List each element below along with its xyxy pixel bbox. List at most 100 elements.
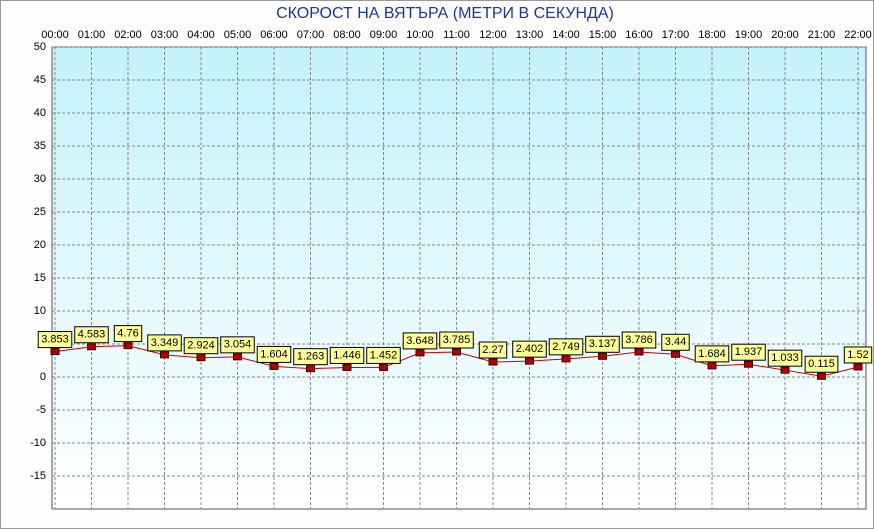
y-tick-label: -5 [36, 404, 46, 416]
label-box [585, 335, 620, 353]
y-tick-label: 45 [34, 74, 46, 86]
label-box [694, 345, 730, 363]
data-point [707, 362, 717, 370]
y-tick-label: 35 [34, 140, 46, 152]
data-point [123, 342, 133, 350]
value-label: 1.452 [370, 349, 398, 361]
value-label: 3.44 [665, 336, 686, 348]
data-point [415, 349, 425, 357]
data-point [196, 354, 206, 362]
label-box [74, 326, 109, 344]
value-label: 1.033 [771, 352, 799, 364]
label-box [366, 346, 401, 364]
value-label: 3.786 [625, 334, 653, 346]
data-point [488, 358, 498, 366]
data-point [160, 351, 169, 359]
y-tick-label: -15 [30, 470, 46, 482]
label-box [804, 355, 839, 373]
x-tick-label: 11:00 [443, 29, 470, 41]
value-label: 0.115 [808, 358, 835, 370]
data-point [744, 360, 753, 368]
value-label: 1.937 [735, 346, 763, 358]
label-box [478, 341, 508, 359]
value-label: 1.52 [847, 349, 868, 361]
x-tick-label: 06:00 [260, 29, 288, 41]
data-point [634, 348, 644, 356]
y-tick-label: 15 [34, 272, 46, 284]
x-tick-label: 12:00 [479, 29, 507, 41]
y-tick-label: -10 [30, 437, 46, 449]
value-label: 2.402 [516, 343, 544, 355]
value-label: 3.054 [224, 339, 252, 351]
x-tick-label: 08:00 [333, 29, 361, 41]
data-point [671, 350, 680, 358]
value-label: 1.446 [333, 349, 361, 361]
label-box [767, 349, 803, 367]
y-tick-label: 40 [34, 107, 46, 119]
value-label: 3.648 [406, 335, 434, 347]
data-point [379, 363, 388, 371]
data-point [780, 366, 790, 374]
x-tick-label: 15:00 [589, 29, 617, 41]
label-box [843, 346, 873, 364]
x-tick-label: 10:00 [406, 29, 434, 41]
y-tick-label: 10 [34, 305, 46, 317]
x-tick-label: 22:00 [844, 29, 872, 41]
data-point [342, 363, 352, 371]
label-box [113, 325, 143, 343]
x-tick-label: 18:00 [698, 29, 726, 41]
label-box [37, 331, 73, 349]
y-tick-label: 0 [40, 371, 46, 383]
x-tick-label: 04:00 [187, 29, 215, 41]
data-point [452, 348, 461, 356]
x-tick-label: 14:00 [552, 29, 580, 41]
label-box [512, 340, 547, 358]
x-tick-label: 03:00 [151, 29, 179, 41]
value-label: 2.924 [187, 340, 215, 352]
x-tick-label: 19:00 [735, 29, 763, 41]
label-box [147, 334, 182, 352]
data-point [50, 348, 60, 356]
label-box [293, 348, 328, 366]
value-label: 2.27 [482, 344, 503, 356]
label-box [439, 331, 474, 349]
label-box [661, 333, 690, 351]
x-tick-label: 07:00 [297, 29, 325, 41]
label-box [220, 336, 255, 354]
x-tick-label: 20:00 [771, 29, 799, 41]
value-label: 2.749 [552, 341, 580, 353]
label-box [402, 332, 438, 350]
y-tick-label: 20 [34, 239, 46, 251]
value-label: 3.349 [151, 337, 179, 349]
data-point [853, 363, 863, 371]
label-box [329, 346, 365, 364]
data-point [233, 353, 242, 361]
data-point [269, 362, 279, 370]
x-tick-label: 16:00 [625, 29, 653, 41]
y-tick-label: 25 [34, 206, 46, 218]
x-tick-label: 21:00 [808, 29, 836, 41]
x-tick-label: 01:00 [78, 29, 106, 41]
value-label: 1.263 [297, 351, 325, 363]
data-point [817, 372, 826, 380]
y-tick-label: 50 [34, 41, 46, 53]
x-tick-label: 05:00 [224, 29, 252, 41]
x-tick-label: 09:00 [370, 29, 398, 41]
x-tick-label: 00:00 [41, 29, 69, 41]
x-tick-label: 13:00 [516, 29, 544, 41]
y-tick-label: 30 [34, 173, 46, 185]
value-label: 3.853 [41, 333, 69, 345]
label-box [256, 345, 292, 363]
value-label: 3.137 [589, 338, 617, 350]
value-label: 1.684 [698, 348, 726, 360]
value-label: 1.604 [260, 348, 288, 360]
label-box [731, 343, 766, 361]
data-point [306, 365, 315, 373]
label-box [621, 331, 657, 349]
data-point [598, 352, 607, 360]
value-label: 4.583 [78, 329, 106, 341]
data-point [87, 343, 96, 351]
data-point [561, 355, 571, 363]
